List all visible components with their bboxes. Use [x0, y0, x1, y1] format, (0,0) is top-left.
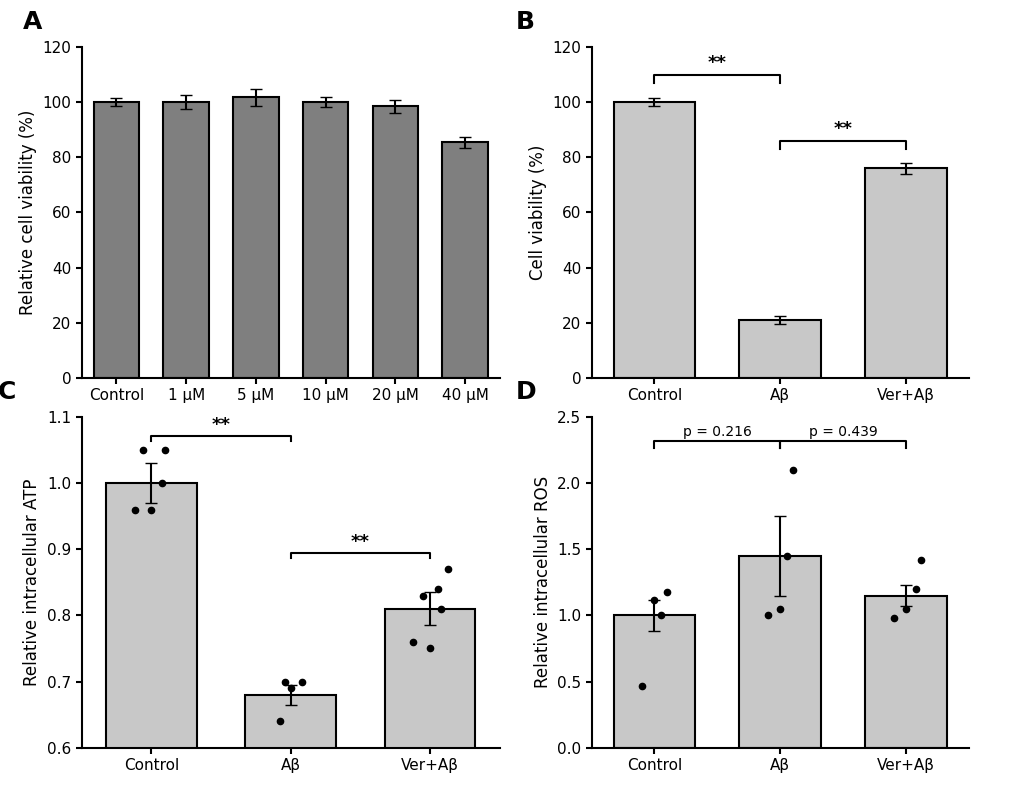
Bar [163, 102, 209, 378]
Text: **: ** [707, 54, 727, 72]
Bar [303, 102, 347, 378]
Bar [739, 320, 820, 378]
Bar [94, 102, 139, 378]
Bar [442, 142, 487, 378]
Text: **: ** [833, 120, 852, 139]
Y-axis label: Cell viability (%): Cell viability (%) [528, 145, 546, 280]
Bar [372, 106, 418, 378]
Bar [246, 695, 335, 787]
Bar [864, 596, 946, 748]
Text: **: ** [351, 533, 370, 551]
Bar [739, 556, 820, 748]
Text: D: D [516, 380, 536, 404]
Bar [106, 483, 197, 787]
Y-axis label: Relative cell viability (%): Relative cell viability (%) [18, 110, 37, 315]
Text: A: A [23, 10, 43, 34]
Bar [384, 609, 475, 787]
Text: C: C [0, 380, 16, 404]
Text: B: B [516, 10, 535, 34]
Text: p = 0.439: p = 0.439 [808, 425, 876, 439]
Y-axis label: Relative intracellular ROS: Relative intracellular ROS [533, 476, 551, 689]
Bar [613, 615, 695, 748]
Bar [233, 98, 278, 378]
Y-axis label: Relative intracellular ATP: Relative intracellular ATP [23, 478, 42, 686]
Text: **: ** [211, 416, 230, 434]
Bar [864, 168, 946, 378]
Bar [613, 102, 695, 378]
Text: p = 0.216: p = 0.216 [683, 425, 751, 439]
